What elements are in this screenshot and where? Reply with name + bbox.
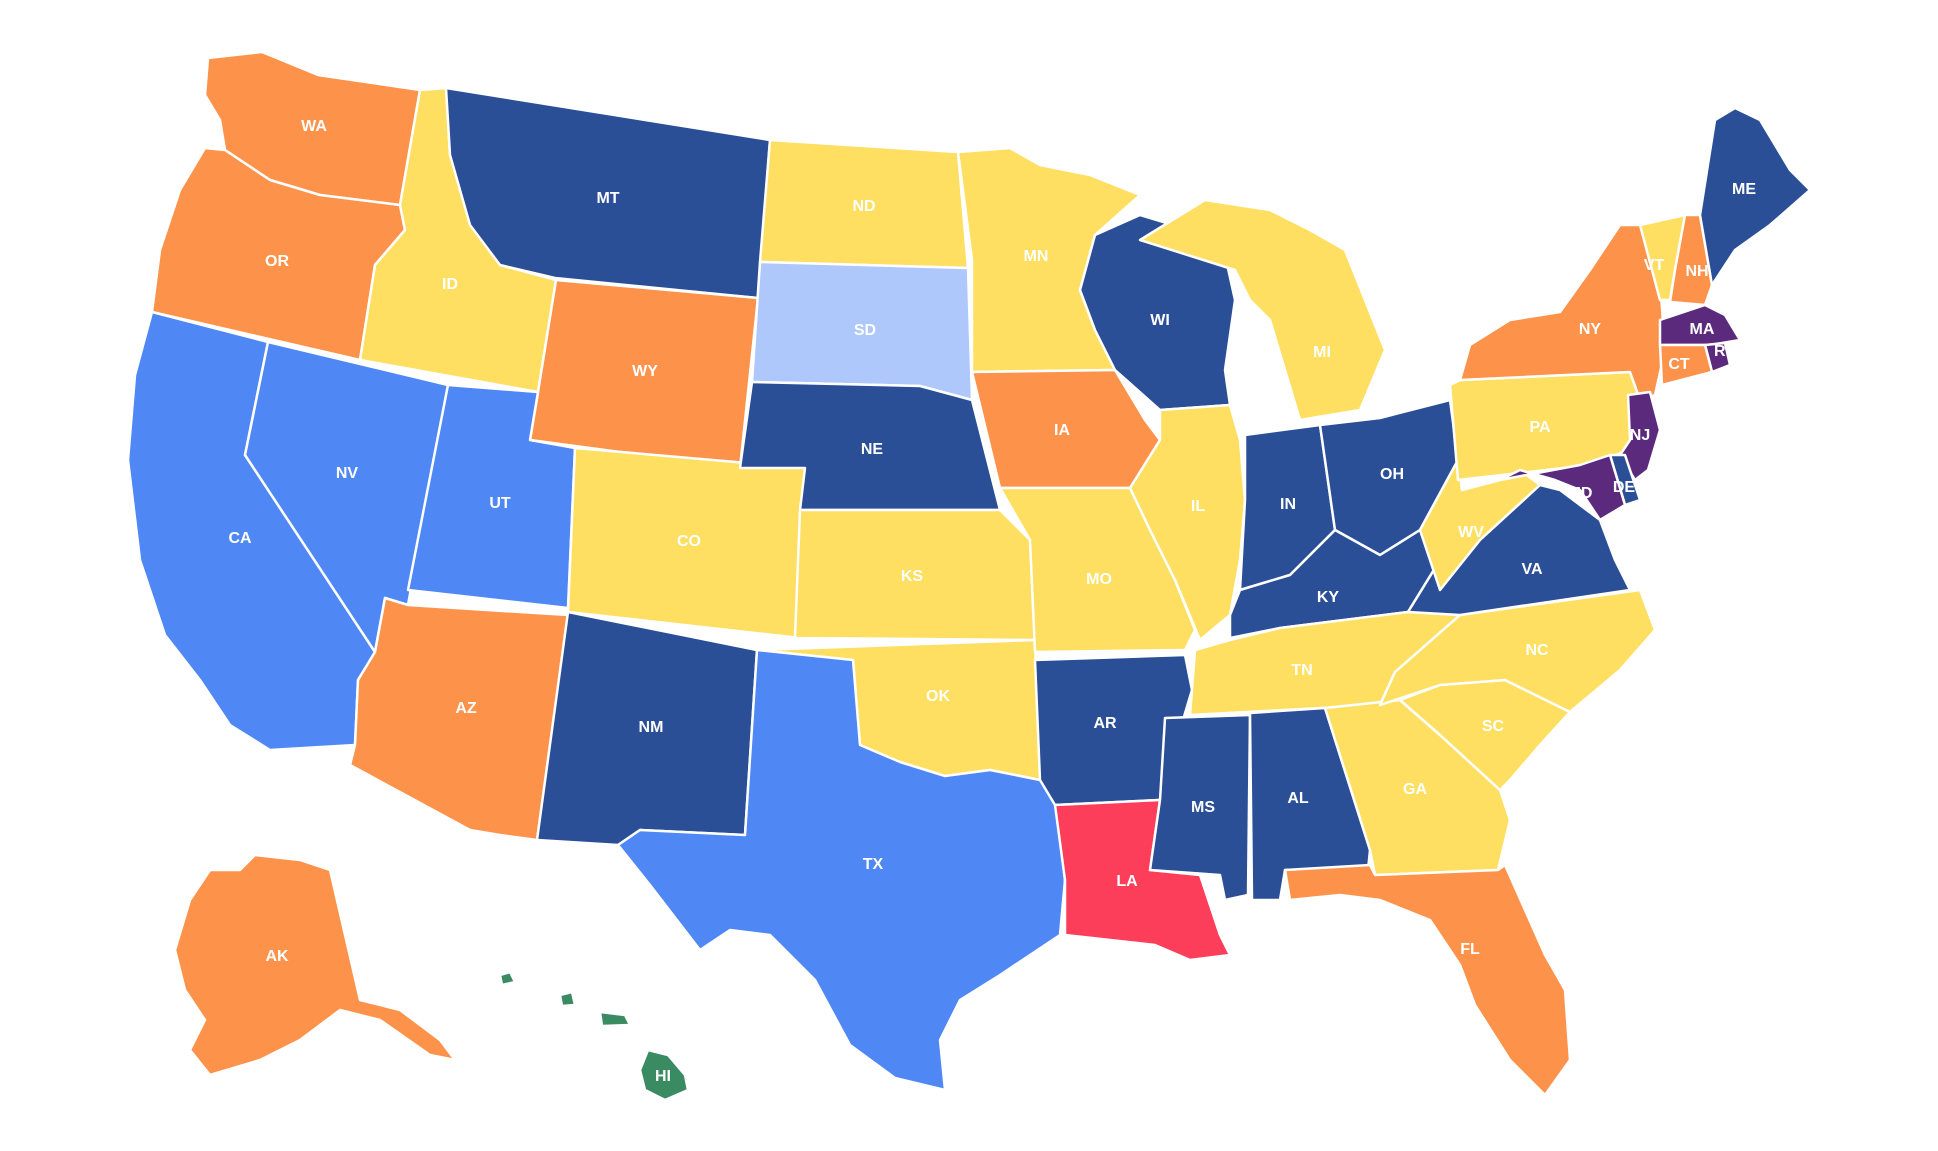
state-ct[interactable] bbox=[1658, 343, 1714, 387]
state-az[interactable] bbox=[348, 596, 570, 842]
state-nm[interactable] bbox=[535, 610, 759, 847]
state-ks[interactable] bbox=[793, 508, 1037, 642]
state-sd[interactable] bbox=[750, 260, 974, 402]
state-wy[interactable] bbox=[528, 278, 760, 470]
state-nj[interactable] bbox=[1618, 390, 1662, 482]
state-co[interactable] bbox=[566, 446, 807, 640]
state-ma[interactable] bbox=[1658, 303, 1742, 347]
state-ms[interactable] bbox=[1148, 713, 1252, 902]
state-me[interactable] bbox=[1698, 106, 1812, 287]
state-hi-islands[interactable] bbox=[498, 970, 632, 1028]
state-nd[interactable] bbox=[758, 138, 970, 270]
state-md[interactable] bbox=[1498, 453, 1627, 522]
state-fl[interactable] bbox=[1283, 863, 1572, 1097]
state-mi[interactable] bbox=[1138, 198, 1387, 422]
state-hi[interactable] bbox=[638, 1048, 690, 1102]
state-ia[interactable] bbox=[970, 368, 1162, 490]
state-ak[interactable] bbox=[173, 853, 457, 1077]
state-il[interactable] bbox=[1128, 403, 1247, 642]
state-tx[interactable] bbox=[616, 648, 1067, 1092]
state-ny[interactable] bbox=[1458, 223, 1667, 402]
